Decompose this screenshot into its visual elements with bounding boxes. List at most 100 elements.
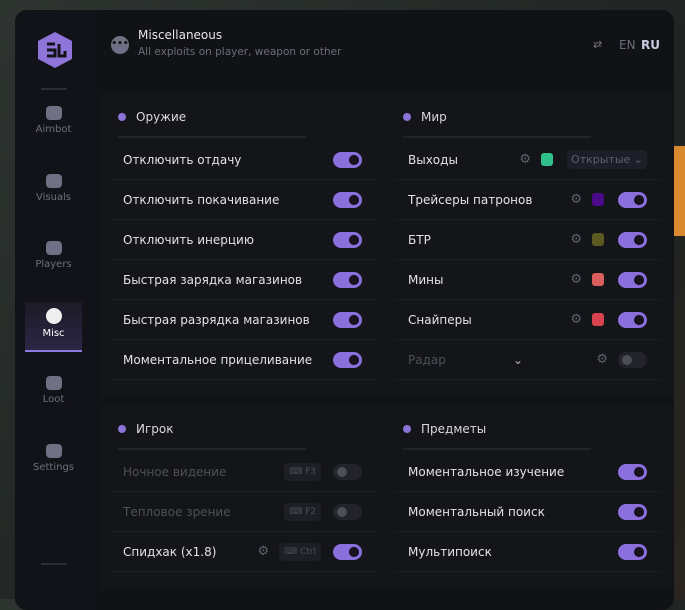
lang-en[interactable]: EN bbox=[619, 38, 636, 52]
toggle-switch[interactable] bbox=[618, 463, 647, 480]
option-label: Трейсеры патронов bbox=[408, 192, 533, 207]
option-label: Моментальное прицеливание bbox=[123, 352, 313, 367]
sidebar-item-misc[interactable]: Misc bbox=[25, 302, 82, 352]
option-row: Быстрая зарядка магазинов bbox=[110, 260, 378, 300]
gear-icon[interactable]: ⚙ bbox=[519, 152, 532, 167]
gear-icon[interactable]: ⚙ bbox=[257, 544, 270, 559]
hotkey-badge[interactable]: ⌨ Ctrl bbox=[279, 542, 321, 561]
toggle-switch[interactable] bbox=[333, 311, 362, 328]
color-swatch[interactable] bbox=[592, 313, 604, 326]
sidebar-item-label: Players bbox=[35, 259, 72, 270]
world-section-title: Мир bbox=[403, 110, 447, 124]
option-label: Отключить отдачу bbox=[123, 152, 242, 167]
option-row: Быстрая разрядка магазинов bbox=[110, 300, 378, 340]
hotkey-badge[interactable]: ⌨ F3 bbox=[284, 462, 321, 481]
option-row: Трейсеры патронов ⚙ bbox=[395, 180, 663, 220]
option-row: Моментальное изучение bbox=[395, 452, 663, 492]
gear-icon[interactable]: ⚙ bbox=[570, 312, 582, 327]
option-row: Тепловое зрение ⌨ F2 bbox=[110, 492, 378, 532]
option-row: Моментальный поиск bbox=[395, 492, 663, 532]
option-row: Радар ⌄ ⚙ bbox=[395, 340, 663, 380]
mask-icon bbox=[403, 425, 411, 433]
toggle-switch[interactable] bbox=[333, 271, 362, 288]
sidebar-item-loot[interactable]: Loot bbox=[25, 370, 82, 420]
toggle-switch[interactable] bbox=[333, 151, 362, 168]
sidebar-item-players[interactable]: Players bbox=[25, 235, 82, 285]
option-row: Спидхак (x1.8) ⚙ ⌨ Ctrl bbox=[110, 532, 378, 572]
sidebar-item-label: Visuals bbox=[35, 192, 72, 203]
gear-icon bbox=[118, 113, 126, 121]
option-label: Моментальный поиск bbox=[408, 504, 545, 519]
gear-icon[interactable]: ⚙ bbox=[570, 232, 582, 247]
color-swatch[interactable] bbox=[592, 273, 604, 286]
option-label: Выходы bbox=[408, 152, 458, 167]
option-row: Выходы ⚙ Открытые ⌄ bbox=[395, 140, 663, 180]
sidebar-item-label: Settings bbox=[32, 462, 74, 473]
toggle-switch[interactable] bbox=[618, 191, 647, 208]
toggle-switch[interactable] bbox=[333, 351, 362, 368]
sidebar-item-label: Misc bbox=[42, 328, 65, 339]
option-row: Снайперы ⚙ bbox=[395, 300, 663, 340]
logo-icon bbox=[38, 32, 72, 68]
sidebar-item-label: Aimbot bbox=[35, 124, 72, 135]
option-label: Отключить инерцию bbox=[123, 232, 254, 247]
toggle-switch[interactable] bbox=[333, 503, 362, 520]
hotkey-badge[interactable]: ⌨ F2 bbox=[284, 502, 321, 521]
briefcase-icon bbox=[45, 376, 62, 390]
sidebar-item-label: Loot bbox=[42, 394, 65, 405]
color-swatch[interactable] bbox=[592, 193, 604, 206]
toggle-switch[interactable] bbox=[333, 191, 362, 208]
sidebar: Aimbot Visuals Players Misc Loot Settings bbox=[15, 10, 97, 610]
option-row: Отключить инерцию bbox=[110, 220, 378, 260]
option-row: БТР ⚙ bbox=[395, 220, 663, 260]
toggle-switch[interactable] bbox=[618, 231, 647, 248]
translate-icon[interactable]: ⇄ bbox=[593, 38, 603, 51]
toggle-switch[interactable] bbox=[618, 543, 647, 560]
exits-select[interactable]: Открытые ⌄ bbox=[567, 150, 647, 169]
app-window: Aimbot Visuals Players Misc Loot Settings •••… bbox=[15, 10, 674, 610]
sidebar-item-settings[interactable]: Settings bbox=[25, 438, 82, 488]
option-label: Радар bbox=[408, 352, 446, 367]
chevron-down-icon[interactable]: ⌄ bbox=[513, 352, 524, 367]
page-title: Miscellaneous bbox=[138, 28, 223, 42]
gear-icon[interactable]: ⚙ bbox=[596, 352, 608, 367]
sidebar-item-aimbot[interactable]: Aimbot bbox=[25, 100, 82, 150]
background-game-element bbox=[672, 146, 685, 236]
lang-ru[interactable]: RU bbox=[641, 38, 660, 52]
misc-dots-icon: ••• bbox=[111, 36, 129, 54]
option-label: Снайперы bbox=[408, 312, 472, 327]
page-subtitle: All exploits on player, weapon or other bbox=[138, 46, 342, 58]
sidebar-item-visuals[interactable]: Visuals bbox=[25, 168, 82, 218]
divider bbox=[118, 136, 306, 138]
option-label: Быстрая разрядка магазинов bbox=[123, 312, 310, 327]
alien-icon bbox=[45, 106, 62, 120]
player-section-title: Игрок bbox=[118, 422, 174, 436]
users-icon bbox=[45, 241, 62, 255]
color-swatch[interactable] bbox=[592, 233, 604, 246]
option-label: Отключить покачивание bbox=[123, 192, 280, 207]
toggle-switch[interactable] bbox=[618, 311, 647, 328]
toggle-switch[interactable] bbox=[333, 231, 362, 248]
option-label: БТР bbox=[408, 232, 431, 247]
option-label: Моментальное изучение bbox=[408, 464, 565, 479]
option-row: Отключить покачивание bbox=[110, 180, 378, 220]
toggle-switch[interactable] bbox=[333, 463, 362, 480]
gear-icon[interactable]: ⚙ bbox=[570, 272, 582, 287]
toggle-switch[interactable] bbox=[618, 503, 647, 520]
color-swatch[interactable] bbox=[541, 153, 554, 166]
divider bbox=[41, 563, 67, 565]
divider bbox=[403, 136, 591, 138]
divider bbox=[41, 88, 67, 90]
option-label: Тепловое зрение bbox=[123, 504, 231, 519]
option-row: Мультипоиск bbox=[395, 532, 663, 572]
toggle-switch[interactable] bbox=[618, 271, 647, 288]
dots-icon bbox=[45, 308, 62, 324]
weapon-section-title: Оружие bbox=[118, 110, 186, 124]
gear-icon[interactable]: ⚙ bbox=[570, 192, 582, 207]
toggle-switch[interactable] bbox=[333, 543, 362, 560]
gear-icon bbox=[118, 425, 126, 433]
toggle-switch[interactable] bbox=[618, 351, 647, 368]
option-label: Быстрая зарядка магазинов bbox=[123, 272, 303, 287]
option-row: Моментальное прицеливание bbox=[110, 340, 378, 380]
option-row: Отключить отдачу bbox=[110, 140, 378, 180]
